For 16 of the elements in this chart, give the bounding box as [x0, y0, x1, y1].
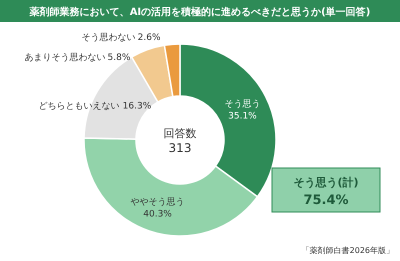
data-label: 5.8%	[108, 53, 131, 63]
chart-title: 薬剤師業務において、AIの活用を積極的に進めるべきだと思うか(単一回答)	[28, 6, 370, 18]
data-label: 40.3%	[143, 209, 172, 220]
slice-label: あまりそう思わない	[24, 52, 106, 63]
text: そう思う(計)	[293, 176, 359, 189]
data-label: 2.6%	[138, 33, 161, 43]
slice-label: どちらともいえない	[38, 101, 120, 112]
data-label: 35.1%	[228, 111, 258, 122]
text: 回答数	[164, 127, 196, 140]
slice-label: ややそう思う	[130, 196, 185, 208]
data-label: 16.3%	[122, 101, 152, 112]
text: 75.4%	[303, 193, 349, 208]
slice-label: そう思わない	[82, 32, 136, 43]
text: 「薬剤師白書2026年版」	[302, 246, 394, 255]
slice-label: そう思う	[224, 98, 260, 110]
text: 313	[168, 141, 192, 155]
